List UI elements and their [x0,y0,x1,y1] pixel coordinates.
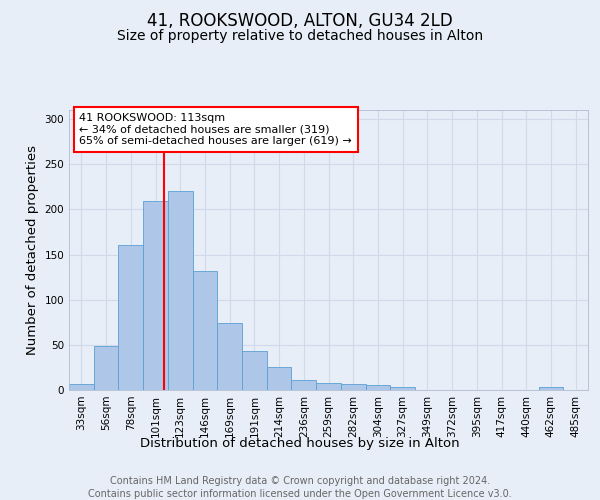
Text: Size of property relative to detached houses in Alton: Size of property relative to detached ho… [117,29,483,43]
Bar [143,201,168,390]
Text: 41 ROOKSWOOD: 113sqm
← 34% of detached houses are smaller (319)
65% of semi-deta: 41 ROOKSWOOD: 113sqm ← 34% of detached h… [79,113,352,146]
Bar [69,384,94,390]
Bar [316,383,341,390]
Bar [267,368,292,390]
Bar [539,388,563,390]
Bar [341,384,365,390]
Text: Contains public sector information licensed under the Open Government Licence v3: Contains public sector information licen… [88,489,512,499]
Bar [365,386,390,390]
Bar [242,351,267,390]
Text: Distribution of detached houses by size in Alton: Distribution of detached houses by size … [140,438,460,450]
Bar [118,244,143,390]
Y-axis label: Number of detached properties: Number of detached properties [26,145,39,355]
Bar [292,380,316,390]
Bar [390,388,415,390]
Text: 41, ROOKSWOOD, ALTON, GU34 2LD: 41, ROOKSWOOD, ALTON, GU34 2LD [147,12,453,30]
Bar [217,323,242,390]
Bar [168,192,193,390]
Bar [193,271,217,390]
Bar [94,346,118,390]
Text: Contains HM Land Registry data © Crown copyright and database right 2024.: Contains HM Land Registry data © Crown c… [110,476,490,486]
